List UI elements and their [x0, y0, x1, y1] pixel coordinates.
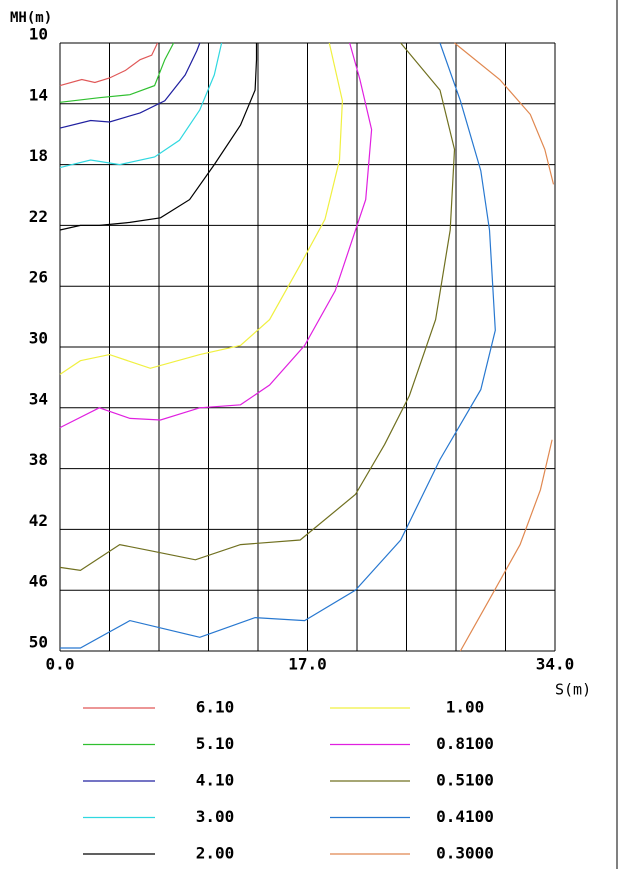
- x-axis-label: S(m): [555, 681, 591, 699]
- y-tick-label: 38: [29, 450, 48, 469]
- contour-line: [59, 42, 344, 375]
- legend-label: 0.5100: [436, 771, 494, 790]
- contour-line: [454, 42, 555, 652]
- contour-line: [59, 43, 258, 231]
- legend-label: 0.4100: [436, 807, 494, 826]
- y-tick-label: 30: [29, 329, 48, 348]
- legend-label: 2.00: [196, 844, 235, 863]
- y-tick-label: 10: [29, 25, 48, 44]
- y-tick-label: 50: [29, 633, 48, 652]
- legend-label: 0.8100: [436, 734, 494, 753]
- contour-line: [59, 42, 223, 169]
- contour-line: [59, 42, 201, 129]
- contour-line: [59, 42, 175, 103]
- contour-line: [59, 42, 159, 87]
- y-tick-label: 42: [29, 511, 48, 530]
- y-axis-label: MH(m): [10, 10, 52, 26]
- legend-label: 0.3000: [436, 844, 494, 863]
- y-tick-label: 14: [29, 85, 48, 104]
- legend-label: 6.10: [196, 698, 235, 717]
- x-tick-label: 17.0: [288, 655, 327, 674]
- y-tick-label: 26: [29, 268, 48, 287]
- x-tick-label: 34.0: [536, 655, 575, 674]
- contour-line: [59, 42, 456, 572]
- y-tick-label: 46: [29, 572, 48, 591]
- legend-label: 4.10: [196, 771, 235, 790]
- legend-label: 3.00: [196, 807, 235, 826]
- y-tick-label: 18: [29, 146, 48, 165]
- y-tick-label: 34: [29, 389, 48, 408]
- y-tick-label: 22: [29, 207, 48, 226]
- legend-label: 1.00: [446, 698, 485, 717]
- contour-line: [60, 42, 496, 649]
- contour-line: [59, 42, 373, 429]
- legend-label: 5.10: [196, 734, 235, 753]
- x-tick-label: 0.0: [46, 655, 75, 674]
